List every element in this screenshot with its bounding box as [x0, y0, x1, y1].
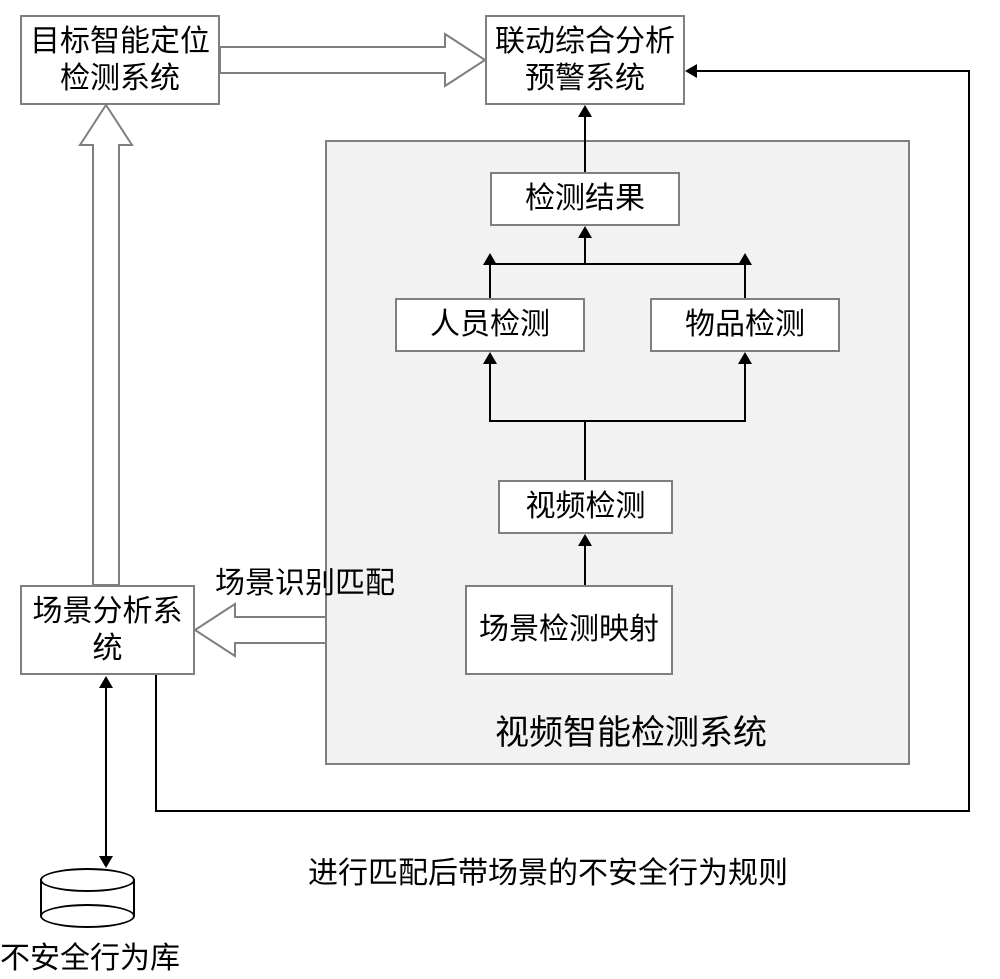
arr-join-to-result	[584, 238, 586, 265]
label-bottom-rule: 进行匹配后带场景的不安全行为规则	[308, 848, 788, 892]
arr-split-to-object-head	[738, 352, 752, 364]
arr-map-to-video-head	[578, 534, 592, 546]
db-icon	[40, 868, 135, 928]
arr-scene-db-head-up	[99, 676, 113, 688]
arrow-top-left-to-top-right	[220, 34, 485, 86]
box-object-detect: 物品检测	[650, 298, 840, 352]
text-bottom-rule: 进行匹配后带场景的不安全行为规则	[308, 857, 788, 890]
text-person-detect: 人员检测	[430, 306, 550, 344]
arr-big-L-h	[155, 810, 970, 812]
text-target-positioning: 目标智能定位检测系统	[22, 23, 218, 98]
arr-video-up	[584, 420, 586, 480]
arrow-scene-to-topleft	[80, 105, 132, 585]
arr-big-L-head	[685, 64, 697, 78]
text-scene-detect-map: 场景检测映射	[479, 611, 659, 649]
text-object-detect: 物品检测	[685, 306, 805, 344]
box-person-detect: 人员检测	[395, 298, 585, 352]
arr-result-up-head	[578, 105, 592, 117]
arr-big-L-v1	[155, 675, 157, 810]
arr-map-to-video	[584, 546, 586, 585]
arr-scene-db-head-down	[99, 856, 113, 868]
text-panel-title: 视频智能检测系统	[495, 715, 767, 752]
text-scene-analysis: 场景分析系统	[22, 593, 193, 668]
arr-object-up	[744, 263, 746, 298]
text-scene-match: 场景识别匹配	[215, 567, 395, 600]
box-video-detect: 视频检测	[498, 480, 673, 534]
arr-top-join	[489, 263, 746, 265]
label-db: 不安全行为库	[0, 933, 180, 977]
arr-big-L-h2	[697, 70, 970, 72]
panel-title: 视频智能检测系统	[495, 705, 767, 754]
box-scene-analysis: 场景分析系统	[20, 585, 195, 675]
text-video-detect: 视频检测	[526, 488, 646, 526]
box-linkage-alert: 联动综合分析预警系统	[485, 15, 685, 105]
text-linkage-alert: 联动综合分析预警系统	[487, 23, 683, 98]
diagram-canvas: 目标智能定位检测系统 联动综合分析预警系统 检测结果 人员检测 物品检测 视频检…	[0, 0, 1000, 979]
arr-result-up	[584, 117, 586, 172]
arr-join-to-result-head	[578, 226, 592, 238]
arr-split-to-person-head	[483, 352, 497, 364]
text-detect-result: 检测结果	[525, 180, 645, 218]
arr-person-up	[489, 263, 491, 298]
arr-scene-db	[105, 688, 107, 858]
arr-split-to-person	[489, 364, 491, 422]
arr-video-split	[489, 420, 746, 422]
text-db: 不安全行为库	[0, 942, 180, 975]
box-target-positioning: 目标智能定位检测系统	[20, 15, 220, 105]
arr-big-L-v2	[968, 72, 970, 812]
box-detect-result: 检测结果	[490, 172, 680, 226]
box-scene-detect-map: 场景检测映射	[465, 585, 673, 675]
arr-split-to-object	[744, 364, 746, 422]
label-scene-match: 场景识别匹配	[215, 558, 395, 602]
